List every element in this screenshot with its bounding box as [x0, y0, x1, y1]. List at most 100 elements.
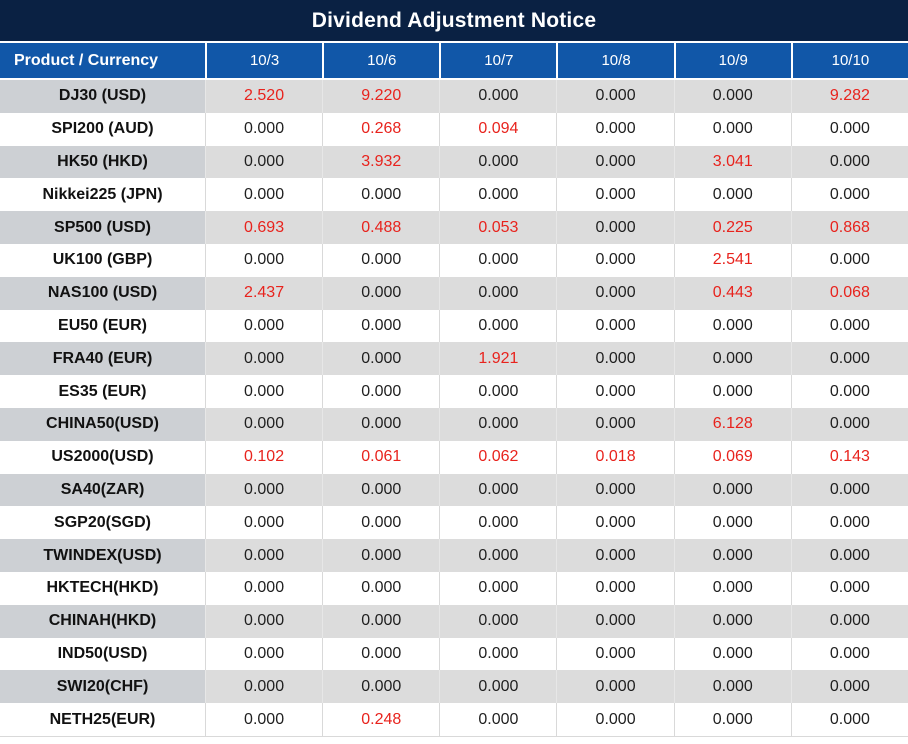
value-cell: 2.520: [205, 80, 323, 113]
value-cell: 0.000: [205, 539, 323, 572]
value-cell: 0.069: [673, 440, 791, 474]
value-cell: 0.000: [790, 703, 908, 736]
value-cell: 0.018: [556, 440, 674, 474]
value-cell: 0.488: [322, 211, 440, 244]
value-cell: 0.868: [790, 211, 908, 244]
value-cell: 0.000: [556, 407, 674, 441]
value-cell: 0.000: [556, 276, 674, 310]
value-cell: 0.000: [673, 375, 791, 408]
product-cell: TWINDEX(USD): [0, 539, 205, 572]
value-cell: 0.068: [790, 276, 908, 310]
value-cell: 0.248: [322, 703, 440, 736]
value-cell: 0.000: [556, 539, 674, 572]
value-cell: 0.000: [556, 473, 674, 507]
value-cell: 0.000: [790, 342, 908, 376]
value-cell: 9.220: [322, 80, 440, 113]
value-cell: 0.000: [439, 539, 557, 572]
product-cell: CHINA50(USD): [0, 407, 205, 441]
value-cell: 0.000: [673, 309, 791, 343]
value-cell: 0.000: [673, 342, 791, 376]
value-cell: 0.000: [322, 276, 440, 310]
product-cell: CHINAH(HKD): [0, 604, 205, 638]
product-cell: NETH25(EUR): [0, 703, 205, 736]
value-cell: 1.921: [439, 342, 557, 376]
value-cell: 0.000: [439, 178, 557, 212]
value-cell: 0.000: [205, 604, 323, 638]
table-row: CHINA50(USD) 0.000 0.000 0.000 0.000 6.1…: [0, 407, 908, 441]
value-cell: 0.000: [790, 539, 908, 572]
value-cell: 0.000: [556, 637, 674, 671]
value-cell: 0.000: [205, 506, 323, 540]
value-cell: 0.000: [790, 243, 908, 277]
value-cell: 0.000: [205, 637, 323, 671]
value-cell: 0.000: [322, 539, 440, 572]
value-cell: 0.000: [790, 112, 908, 146]
value-cell: 0.000: [439, 473, 557, 507]
value-cell: 0.000: [790, 506, 908, 540]
value-cell: 0.000: [556, 145, 674, 179]
value-cell: 2.437: [205, 276, 323, 310]
value-cell: 0.000: [556, 375, 674, 408]
value-cell: 0.000: [673, 703, 791, 736]
column-header-product: Product / Currency: [14, 51, 159, 69]
value-cell: 0.000: [790, 407, 908, 441]
value-cell: 0.000: [673, 112, 791, 146]
value-cell: 0.094: [439, 112, 557, 146]
product-cell: SA40(ZAR): [0, 473, 205, 507]
value-cell: 0.000: [673, 473, 791, 507]
table-row: TWINDEX(USD) 0.000 0.000 0.000 0.000 0.0…: [0, 539, 908, 572]
product-cell: SPI200 (AUD): [0, 112, 205, 146]
value-cell: 0.000: [790, 145, 908, 179]
value-cell: 0.000: [556, 571, 674, 605]
value-cell: 0.000: [439, 506, 557, 540]
column-header-date: 10/8: [556, 43, 673, 78]
value-cell: 0.000: [322, 309, 440, 343]
value-cell: 0.000: [439, 670, 557, 704]
table-row: SPI200 (AUD) 0.000 0.268 0.094 0.000 0.0…: [0, 112, 908, 146]
value-cell: 0.000: [790, 670, 908, 704]
table-row: SWI20(CHF) 0.000 0.000 0.000 0.000 0.000…: [0, 670, 908, 704]
value-cell: 0.000: [673, 539, 791, 572]
value-cell: 0.000: [322, 243, 440, 277]
value-cell: 6.128: [673, 407, 791, 441]
value-cell: 0.000: [556, 604, 674, 638]
value-cell: 0.000: [790, 473, 908, 507]
table-row: NETH25(EUR) 0.000 0.248 0.000 0.000 0.00…: [0, 703, 908, 736]
value-cell: 0.000: [439, 80, 557, 113]
value-cell: 0.000: [439, 407, 557, 441]
value-cell: 0.000: [439, 703, 557, 736]
value-cell: 0.000: [673, 571, 791, 605]
value-cell: 0.000: [205, 145, 323, 179]
table-row: SA40(ZAR) 0.000 0.000 0.000 0.000 0.000 …: [0, 473, 908, 507]
value-cell: 0.000: [322, 473, 440, 507]
value-cell: 0.000: [556, 670, 674, 704]
value-cell: 0.000: [205, 407, 323, 441]
table-row: US2000(USD) 0.102 0.061 0.062 0.018 0.06…: [0, 440, 908, 474]
value-cell: 0.000: [556, 506, 674, 540]
table-row: DJ30 (USD) 2.520 9.220 0.000 0.000 0.000…: [0, 80, 908, 113]
value-cell: 0.053: [439, 211, 557, 244]
value-cell: 0.000: [673, 178, 791, 212]
value-cell: 0.000: [439, 375, 557, 408]
value-cell: 0.000: [205, 670, 323, 704]
value-cell: 0.000: [790, 375, 908, 408]
value-cell: 0.000: [322, 670, 440, 704]
table-row: SP500 (USD) 0.693 0.488 0.053 0.000 0.22…: [0, 211, 908, 244]
value-cell: 0.102: [205, 440, 323, 474]
product-cell: UK100 (GBP): [0, 243, 205, 277]
table-row: CHINAH(HKD) 0.000 0.000 0.000 0.000 0.00…: [0, 604, 908, 638]
value-cell: 0.000: [439, 243, 557, 277]
value-cell: 0.000: [205, 178, 323, 212]
table-row: UK100 (GBP) 0.000 0.000 0.000 0.000 2.54…: [0, 243, 908, 277]
page-title: Dividend Adjustment Notice: [311, 8, 597, 32]
table-row: NAS100 (USD) 2.437 0.000 0.000 0.000 0.4…: [0, 276, 908, 310]
value-cell: 0.000: [322, 571, 440, 605]
product-cell: EU50 (EUR): [0, 309, 205, 343]
value-cell: 0.000: [322, 637, 440, 671]
value-cell: 0.000: [439, 637, 557, 671]
value-cell: 0.000: [439, 571, 557, 605]
value-cell: 0.000: [673, 80, 791, 113]
table-row: Nikkei225 (JPN) 0.000 0.000 0.000 0.000 …: [0, 178, 908, 212]
value-cell: 0.000: [205, 703, 323, 736]
value-cell: 0.000: [205, 342, 323, 376]
